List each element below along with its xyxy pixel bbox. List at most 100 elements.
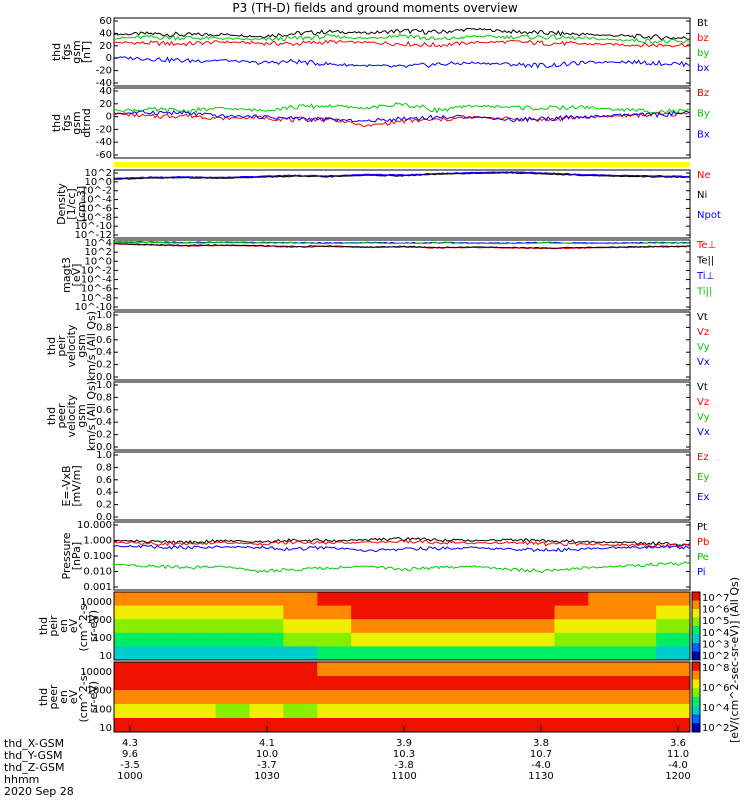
heatmap-cell [114, 690, 149, 705]
heatmap-cell [486, 619, 522, 634]
heatmap-cell [283, 676, 318, 691]
y-tick-label: 0.4 [96, 347, 112, 358]
colorbar-segment [692, 688, 700, 698]
heatmap-cell [351, 676, 386, 691]
heatmap-cell [588, 605, 623, 620]
heatmap-cell [215, 690, 251, 705]
y-tick-label: 0.0 [96, 372, 112, 383]
legend-Vt: Vt [697, 382, 708, 393]
heatmap-cell [351, 704, 386, 719]
y-tick-label: 0.8 [96, 392, 112, 403]
heatmap-cell [622, 646, 657, 661]
heatmap-cell [588, 592, 623, 607]
legend-Vz: Vz [697, 327, 709, 338]
heatmap-cell [215, 632, 251, 647]
heatmap-cell [114, 704, 149, 719]
heatmap-cell [486, 605, 522, 620]
heatmap-cell [622, 605, 657, 620]
legend-Pi: Pi [697, 567, 706, 578]
series-Ni [113, 172, 691, 180]
legend-Ez: Ez [697, 452, 709, 463]
y-axis-label: (cm^2-s- [77, 601, 90, 652]
heatmap-cell [418, 676, 454, 691]
y-tick-label: 10^-6 [81, 203, 112, 214]
colorbar-segment [692, 651, 700, 661]
heatmap-cell [249, 646, 284, 661]
heatmap-cell [215, 619, 251, 634]
heatmap-cell [249, 690, 284, 705]
colorbar-segment [692, 697, 700, 707]
x-footer-value: -3.7 [257, 760, 277, 771]
heatmap-cell [452, 690, 488, 705]
series-Pe [113, 560, 691, 574]
heatmap-cell [147, 662, 183, 677]
colorbar-tick-label: 10^8 [702, 663, 729, 674]
heatmap-cell [520, 619, 555, 634]
heatmap-cell [317, 646, 352, 661]
y-axis-label: gsm [75, 334, 88, 357]
y-tick-label: 0 [106, 53, 112, 64]
legend-Te⊥: Te⊥ [696, 240, 716, 251]
heatmap-cell [317, 605, 352, 620]
y-tick-label: 0.6 [96, 335, 112, 346]
heatmap-cell [249, 704, 284, 719]
heatmap-cell [114, 662, 149, 677]
legend-Bz: Bz [697, 88, 709, 99]
heatmap-cell [147, 690, 183, 705]
colorbar-label: [eV/(cm^2-sec-sr-eV)] (All Qs) [728, 577, 741, 743]
y-axis-label: E=-VxB [60, 465, 73, 506]
heatmap-cell [486, 662, 522, 677]
y-tick-label: 10^-2 [81, 186, 112, 197]
heatmap-cell [317, 704, 352, 719]
y-tick-label: 1.0 [96, 380, 112, 391]
panel-frame [113, 169, 691, 239]
heatmap-cell [385, 619, 420, 634]
heatmap-cell [181, 704, 217, 719]
y-axis-label: Pressure [60, 532, 73, 579]
y-axis-label: [cm-3] [75, 186, 88, 222]
y-tick-label: 0.0 [96, 512, 112, 523]
heatmap-cell [486, 632, 522, 647]
legend-by: by [697, 48, 709, 59]
y-axis-label: peer [47, 684, 60, 710]
heatmap-cell [147, 718, 183, 733]
colorbar-tick-label: 10^2 [702, 651, 729, 662]
y-axis-label: gsm [70, 111, 83, 134]
y-tick-label: 10^2 [85, 247, 112, 258]
heatmap-cell [554, 646, 589, 661]
heatmap-cell [452, 632, 488, 647]
heatmap-cell [283, 619, 318, 634]
heatmap-cell [452, 605, 488, 620]
x-footer-value: 11.0 [667, 749, 689, 760]
heatmap-cell [181, 662, 217, 677]
heatmap-cell [317, 592, 352, 607]
y-tick-label: 0.6 [96, 475, 112, 486]
heatmap-cell [656, 592, 691, 607]
heatmap-cell [588, 718, 623, 733]
heatmap-cell [554, 605, 589, 620]
legend-Bx: Bx [697, 129, 710, 140]
y-tick-label: 1.000 [83, 536, 112, 547]
heatmap-cell [554, 592, 589, 607]
heatmap-cell [351, 632, 386, 647]
y-tick-label: 10^-8 [81, 293, 112, 304]
heatmap-cell [385, 718, 420, 733]
heatmap-cell [147, 605, 183, 620]
colorbar-segment [692, 609, 700, 618]
y-axis-label: [eV] [70, 264, 83, 287]
y-tick-label: 10^-4 [81, 195, 112, 206]
series-Pt [113, 536, 691, 546]
panel-frame [113, 239, 691, 311]
heatmap-cell [317, 690, 352, 705]
heatmap-cell [181, 646, 217, 661]
heatmap-cell [452, 619, 488, 634]
colorbar-segment [692, 592, 700, 601]
x-footer-value: 1030 [254, 771, 279, 782]
heatmap-cell [622, 662, 657, 677]
y-axis-label: thd [45, 407, 58, 425]
y-axis-label: thd [50, 114, 63, 132]
panel-frame [113, 87, 691, 159]
heatmap-cell [656, 646, 691, 661]
heatmap-cell [317, 619, 352, 634]
heatmap-cell [622, 704, 657, 719]
